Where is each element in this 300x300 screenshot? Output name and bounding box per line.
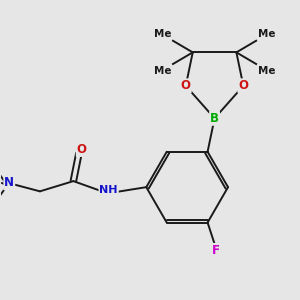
Text: Me: Me	[154, 29, 171, 39]
Text: F: F	[212, 244, 220, 257]
Text: O: O	[181, 79, 191, 92]
Text: Me: Me	[154, 66, 171, 76]
Text: N: N	[4, 176, 14, 190]
Text: O: O	[77, 143, 87, 156]
Text: B: B	[210, 112, 219, 125]
Text: Me: Me	[258, 29, 275, 39]
Text: Me: Me	[258, 66, 275, 76]
Text: NH: NH	[99, 185, 118, 195]
Text: O: O	[238, 79, 248, 92]
